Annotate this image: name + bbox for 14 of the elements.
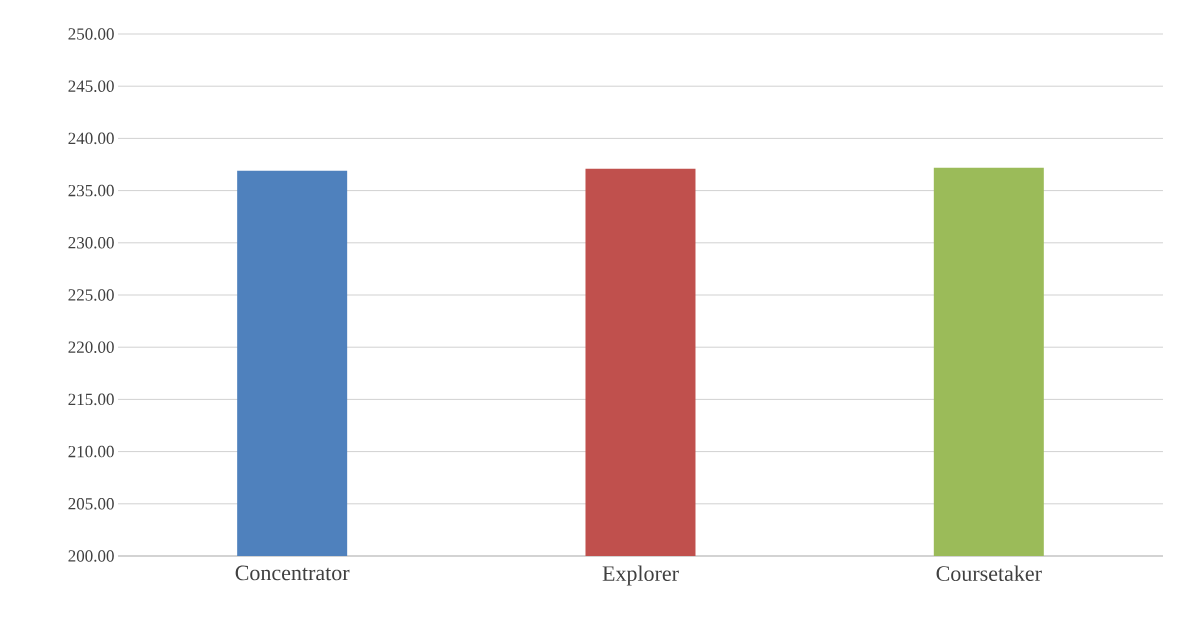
y-tick-label: 245.00 [68,80,114,92]
y-tick-label: 220.00 [68,341,114,353]
y-tick-label: 215.00 [68,393,114,406]
y-tick-label: 210.00 [68,445,114,458]
y-tick-label: 235.00 [68,184,114,197]
x-tick-label: Explorer [602,565,679,586]
x-tick-label: Concentrator [235,565,350,581]
y-tick-label: 250.00 [68,28,114,40]
y-tick-label: 200.00 [68,550,114,562]
y-tick-label: 225.00 [68,289,114,301]
y-tick-label: 230.00 [68,237,114,249]
y-tick-label: 205.00 [68,498,114,510]
x-tick-label: Coursetaker [936,565,1042,581]
y-tick-label: 240.00 [68,132,114,145]
